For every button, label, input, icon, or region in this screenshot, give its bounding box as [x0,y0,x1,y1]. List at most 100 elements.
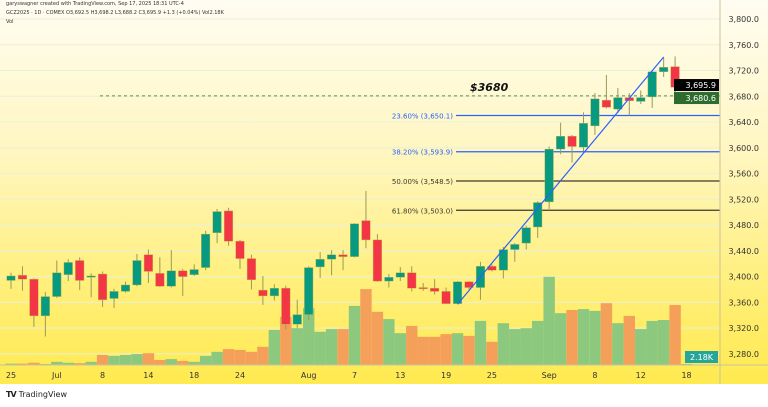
brand-name: TradingView [18,390,67,399]
volume-bar [257,346,269,365]
time-tick-label: 25 [6,371,16,380]
candle-body [647,71,657,98]
volume-bar [5,363,17,365]
candle-body [178,270,188,277]
volume-bar [623,315,635,365]
volume-bar [199,355,212,365]
volume-bar [268,330,281,365]
volume-bar [440,334,452,365]
candle-body [86,275,96,278]
candle-body [40,296,50,317]
volume-bar [360,289,372,365]
time-tick-label: Sep [542,371,557,380]
volume-bar [383,319,395,365]
volume-bar [303,308,315,365]
time-tick-label: 25 [487,371,497,380]
fib-level-label: 38.20% (3,593.9) [392,149,453,157]
volume-bar [245,351,258,365]
time-tick-label: 18 [189,371,199,380]
price-tick-label: 3,800.0 [728,15,759,24]
volume-bar [371,311,384,365]
candle-body [601,99,611,108]
volume-bar [417,336,429,365]
volume-bar [554,313,567,365]
candle-body [636,97,646,102]
time-tick-label: 24 [235,371,245,380]
last-price-label: 3,695.9 [685,81,716,90]
volume-bar [62,362,74,365]
candle-body [384,277,394,282]
candle-body [235,240,245,259]
volume-bar [16,363,29,365]
chart-area[interactable]: 23.60% (3,650.1) 38.20% (3,593.9) 50.00% (… [0,0,768,384]
volume-badge [685,351,718,363]
volume-bar [406,325,418,365]
candle-body [372,239,382,282]
candle-body [120,284,130,292]
volume-legend[interactable]: Vol [6,19,14,25]
fib-level-label: 61.80% (3,503.0) [392,207,453,215]
volume-bar [142,353,155,365]
candle-body [338,254,348,257]
price-tick-label: 3,400.0 [728,273,759,282]
candle-body [327,254,337,260]
volume-bar [280,316,292,365]
volume-bar [543,276,555,365]
volume-badge-label: 2.18K [690,353,714,362]
candle-body [567,136,577,147]
price-tick-label: 3,600.0 [728,144,759,153]
volume-bar [635,329,647,365]
volume-bar [600,303,613,365]
candle-body [590,98,600,127]
time-tick-label: 7 [352,371,357,380]
volume-bar [291,328,303,365]
volume-bar [222,349,235,365]
candle-body [292,314,302,325]
candle-body [201,233,211,268]
price-tick-label: 3,440.0 [728,247,759,256]
candle-body [155,273,165,287]
time-tick-label: Jul [51,371,62,380]
candle-body [659,67,669,73]
candle-body [258,289,268,297]
volume-bar [96,355,109,365]
volume-bar [154,360,166,365]
volume-bar [211,351,223,365]
volume-bar [532,320,544,365]
price-chart[interactable]: 23.60% (3,650.1) 38.20% (3,593.9) 50.00% (… [0,0,768,384]
volume-bar [74,363,86,365]
candle-body [189,269,199,275]
volume-bar [486,341,498,365]
candle-body [556,136,566,150]
time-tick-label: 14 [143,371,153,380]
symbol-ohlc-legend[interactable]: GCZ2025 · 1D · COMEX O3,692.5 H3,698.2 L… [6,10,224,16]
volume-bar [577,309,590,365]
tradingview-logo[interactable]: TV TradingView [6,390,67,399]
attribution-text: garyswagner created with TradingView.com… [6,1,184,7]
price-tick-label: 3,560.0 [728,170,759,179]
time-tick-label: 12 [636,371,646,380]
volume-bar [165,359,177,365]
candle-body [441,291,451,304]
volume-bar [657,320,670,365]
fib-level-label: 50.00% (3,548.5) [392,178,453,186]
time-tick-label: Aug [301,371,317,380]
time-tick-label: 19 [441,371,451,380]
price-tick-label: 3,480.0 [728,221,759,230]
volume-bar [119,355,132,365]
last-price-badge [674,79,719,92]
candle-body [544,148,554,203]
candle-body [224,210,234,242]
candle-body [166,270,176,287]
candle-body [510,244,520,250]
candle-body [521,227,531,244]
level-price-label: 3,680.6 [685,94,716,103]
candle-body [613,97,623,110]
candle-body [304,267,314,315]
candle-body [98,273,108,300]
volume-bar [520,328,532,365]
volume-bar [646,320,658,365]
volume-bar [509,329,521,365]
price-tick-label: 3,760.0 [728,41,759,50]
volume-bar [428,336,441,365]
